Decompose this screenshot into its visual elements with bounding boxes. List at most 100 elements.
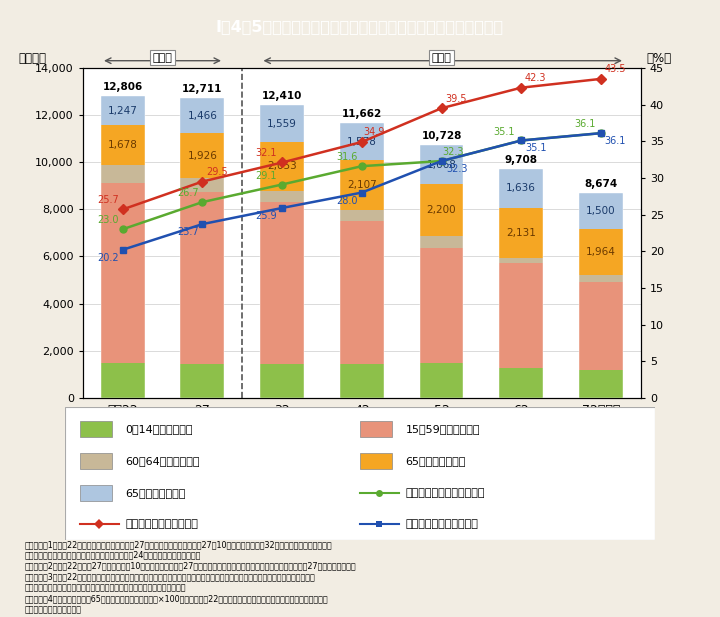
Text: （備考）　1．平成22年は総務省「国勢調査」、27年は総務省「人口推計」（27年10月１日現在）及び32年以降は国立社会保障・人: （備考） 1．平成22年は総務省「国勢調査」、27年は総務省「人口推計」（27年… bbox=[25, 540, 333, 549]
Text: 23.7: 23.7 bbox=[177, 227, 199, 237]
Text: 20.2: 20.2 bbox=[97, 253, 119, 263]
Bar bbox=[260, 191, 304, 202]
Bar bbox=[181, 133, 225, 178]
Text: 実績値: 実績値 bbox=[153, 52, 173, 62]
Text: 10,728: 10,728 bbox=[421, 131, 462, 141]
Bar bbox=[260, 364, 304, 398]
Text: （%）: （%） bbox=[647, 52, 672, 65]
Bar bbox=[420, 145, 464, 398]
Text: 43.5: 43.5 bbox=[605, 64, 626, 74]
Bar bbox=[499, 258, 543, 263]
Text: 1,964: 1,964 bbox=[586, 247, 616, 257]
Text: 1,926: 1,926 bbox=[187, 151, 217, 160]
Text: 2．平成22年及び27年値は、各年10月１日現在。なお、27年値は、総務省「国勢調査（人口速報集計）」（平成27年）基準による。: 2．平成22年及び27年値は、各年10月１日現在。なお、27年値は、総務省「国勢… bbox=[25, 561, 356, 571]
Text: 高齢化率（男性，右軸）: 高齢化率（男性，右軸） bbox=[405, 519, 478, 529]
Text: 1,668: 1,668 bbox=[426, 160, 456, 170]
Text: I－4－5図　年齢階級別人口の変化と高齢化率の推移（男女別）: I－4－5図 年齢階級別人口の変化と高齢化率の推移（男女別） bbox=[216, 19, 504, 34]
Bar bbox=[420, 363, 464, 398]
Bar bbox=[181, 178, 225, 193]
Text: 2,053: 2,053 bbox=[267, 161, 297, 172]
Bar bbox=[579, 275, 623, 282]
Text: 2,131: 2,131 bbox=[506, 228, 536, 238]
Text: 推計値: 推計値 bbox=[431, 52, 451, 62]
Bar bbox=[360, 453, 392, 470]
Text: 総人口と各年齢階級別の人口の合計が一致しない場合がある。: 総人口と各年齢階級別の人口の合計が一致しない場合がある。 bbox=[25, 584, 186, 593]
Text: 0～14歳（男女計）: 0～14歳（男女計） bbox=[125, 424, 192, 434]
Bar bbox=[340, 210, 384, 222]
Text: 26.7: 26.7 bbox=[177, 188, 199, 198]
Text: 11,662: 11,662 bbox=[342, 109, 382, 118]
Text: 35.1: 35.1 bbox=[493, 126, 515, 136]
Bar bbox=[101, 183, 145, 363]
Text: 4．高齢化率は、「65歳以上人口」／「総人口」×100。なお、平成22年値は、「総人口（「年齢不詳」を除く）」を分母: 4．高齢化率は、「65歳以上人口」／「総人口」×100。なお、平成22年値は、「… bbox=[25, 595, 329, 603]
Bar bbox=[420, 145, 464, 184]
Bar bbox=[79, 421, 112, 437]
Bar bbox=[579, 194, 623, 398]
Bar bbox=[340, 364, 384, 398]
Bar bbox=[340, 222, 384, 364]
Text: （万人）: （万人） bbox=[19, 52, 47, 65]
Text: 25.9: 25.9 bbox=[256, 211, 277, 221]
Text: 65歳以上（女性）: 65歳以上（女性） bbox=[405, 456, 466, 466]
Bar bbox=[420, 236, 464, 248]
Text: 29.1: 29.1 bbox=[256, 171, 277, 181]
Text: 32.3: 32.3 bbox=[446, 164, 468, 174]
Bar bbox=[340, 123, 384, 160]
Bar bbox=[579, 194, 623, 229]
Bar bbox=[340, 123, 384, 398]
Text: としている。: としている。 bbox=[25, 606, 82, 615]
Text: 36.1: 36.1 bbox=[575, 119, 595, 130]
Text: 口問題研究所「日本の将来推計人口（24年１月推計）」より作成。: 口問題研究所「日本の将来推計人口（24年１月推計）」より作成。 bbox=[25, 551, 202, 560]
Text: 35.1: 35.1 bbox=[525, 144, 546, 154]
Bar bbox=[79, 453, 112, 470]
Bar bbox=[181, 364, 225, 398]
Text: 31.6: 31.6 bbox=[337, 152, 358, 162]
Text: 12,711: 12,711 bbox=[182, 84, 222, 94]
Text: 39.5: 39.5 bbox=[445, 94, 467, 104]
Text: 25.7: 25.7 bbox=[97, 195, 120, 205]
Text: 32.1: 32.1 bbox=[256, 148, 277, 158]
Bar bbox=[260, 106, 304, 142]
Text: 42.3: 42.3 bbox=[525, 73, 546, 83]
Bar bbox=[101, 96, 145, 125]
Bar bbox=[499, 208, 543, 258]
Bar bbox=[499, 169, 543, 208]
Text: 34.9: 34.9 bbox=[363, 127, 384, 138]
Text: 1,678: 1,678 bbox=[108, 140, 138, 150]
Bar bbox=[340, 160, 384, 210]
Bar bbox=[420, 184, 464, 236]
Bar bbox=[499, 368, 543, 398]
Bar bbox=[101, 125, 145, 165]
Bar bbox=[181, 193, 225, 364]
Text: 1,500: 1,500 bbox=[586, 206, 616, 216]
Bar bbox=[499, 169, 543, 398]
Text: 1,578: 1,578 bbox=[347, 136, 377, 147]
Text: 9,708: 9,708 bbox=[505, 155, 538, 165]
Text: 29.5: 29.5 bbox=[206, 167, 228, 177]
Bar bbox=[579, 229, 623, 275]
Bar bbox=[420, 248, 464, 363]
Text: 1,247: 1,247 bbox=[108, 106, 138, 116]
Text: 12,410: 12,410 bbox=[262, 91, 302, 101]
Bar bbox=[499, 263, 543, 368]
Text: 1,636: 1,636 bbox=[506, 183, 536, 193]
Text: 1,559: 1,559 bbox=[267, 118, 297, 129]
Text: 65歳以上（男性）: 65歳以上（男性） bbox=[125, 488, 185, 498]
Text: 32.3: 32.3 bbox=[443, 147, 464, 157]
Text: 12,806: 12,806 bbox=[102, 82, 143, 92]
Bar bbox=[101, 363, 145, 398]
Text: 36.1: 36.1 bbox=[605, 136, 626, 146]
Text: 23.0: 23.0 bbox=[97, 215, 119, 225]
Text: 1,466: 1,466 bbox=[187, 110, 217, 120]
Text: 高齢化率（男女計，右軸）: 高齢化率（男女計，右軸） bbox=[405, 488, 485, 498]
Bar bbox=[360, 421, 392, 437]
Text: 2,200: 2,200 bbox=[427, 205, 456, 215]
Bar bbox=[260, 202, 304, 364]
Text: 高齢化率（女性，右軸）: 高齢化率（女性，右軸） bbox=[125, 519, 198, 529]
Bar bbox=[79, 485, 112, 501]
Bar bbox=[181, 98, 225, 398]
Text: 28.0: 28.0 bbox=[337, 196, 359, 205]
Text: 60～64歳（男女計）: 60～64歳（男女計） bbox=[125, 456, 199, 466]
Text: 2,107: 2,107 bbox=[347, 180, 377, 190]
Bar bbox=[579, 370, 623, 398]
